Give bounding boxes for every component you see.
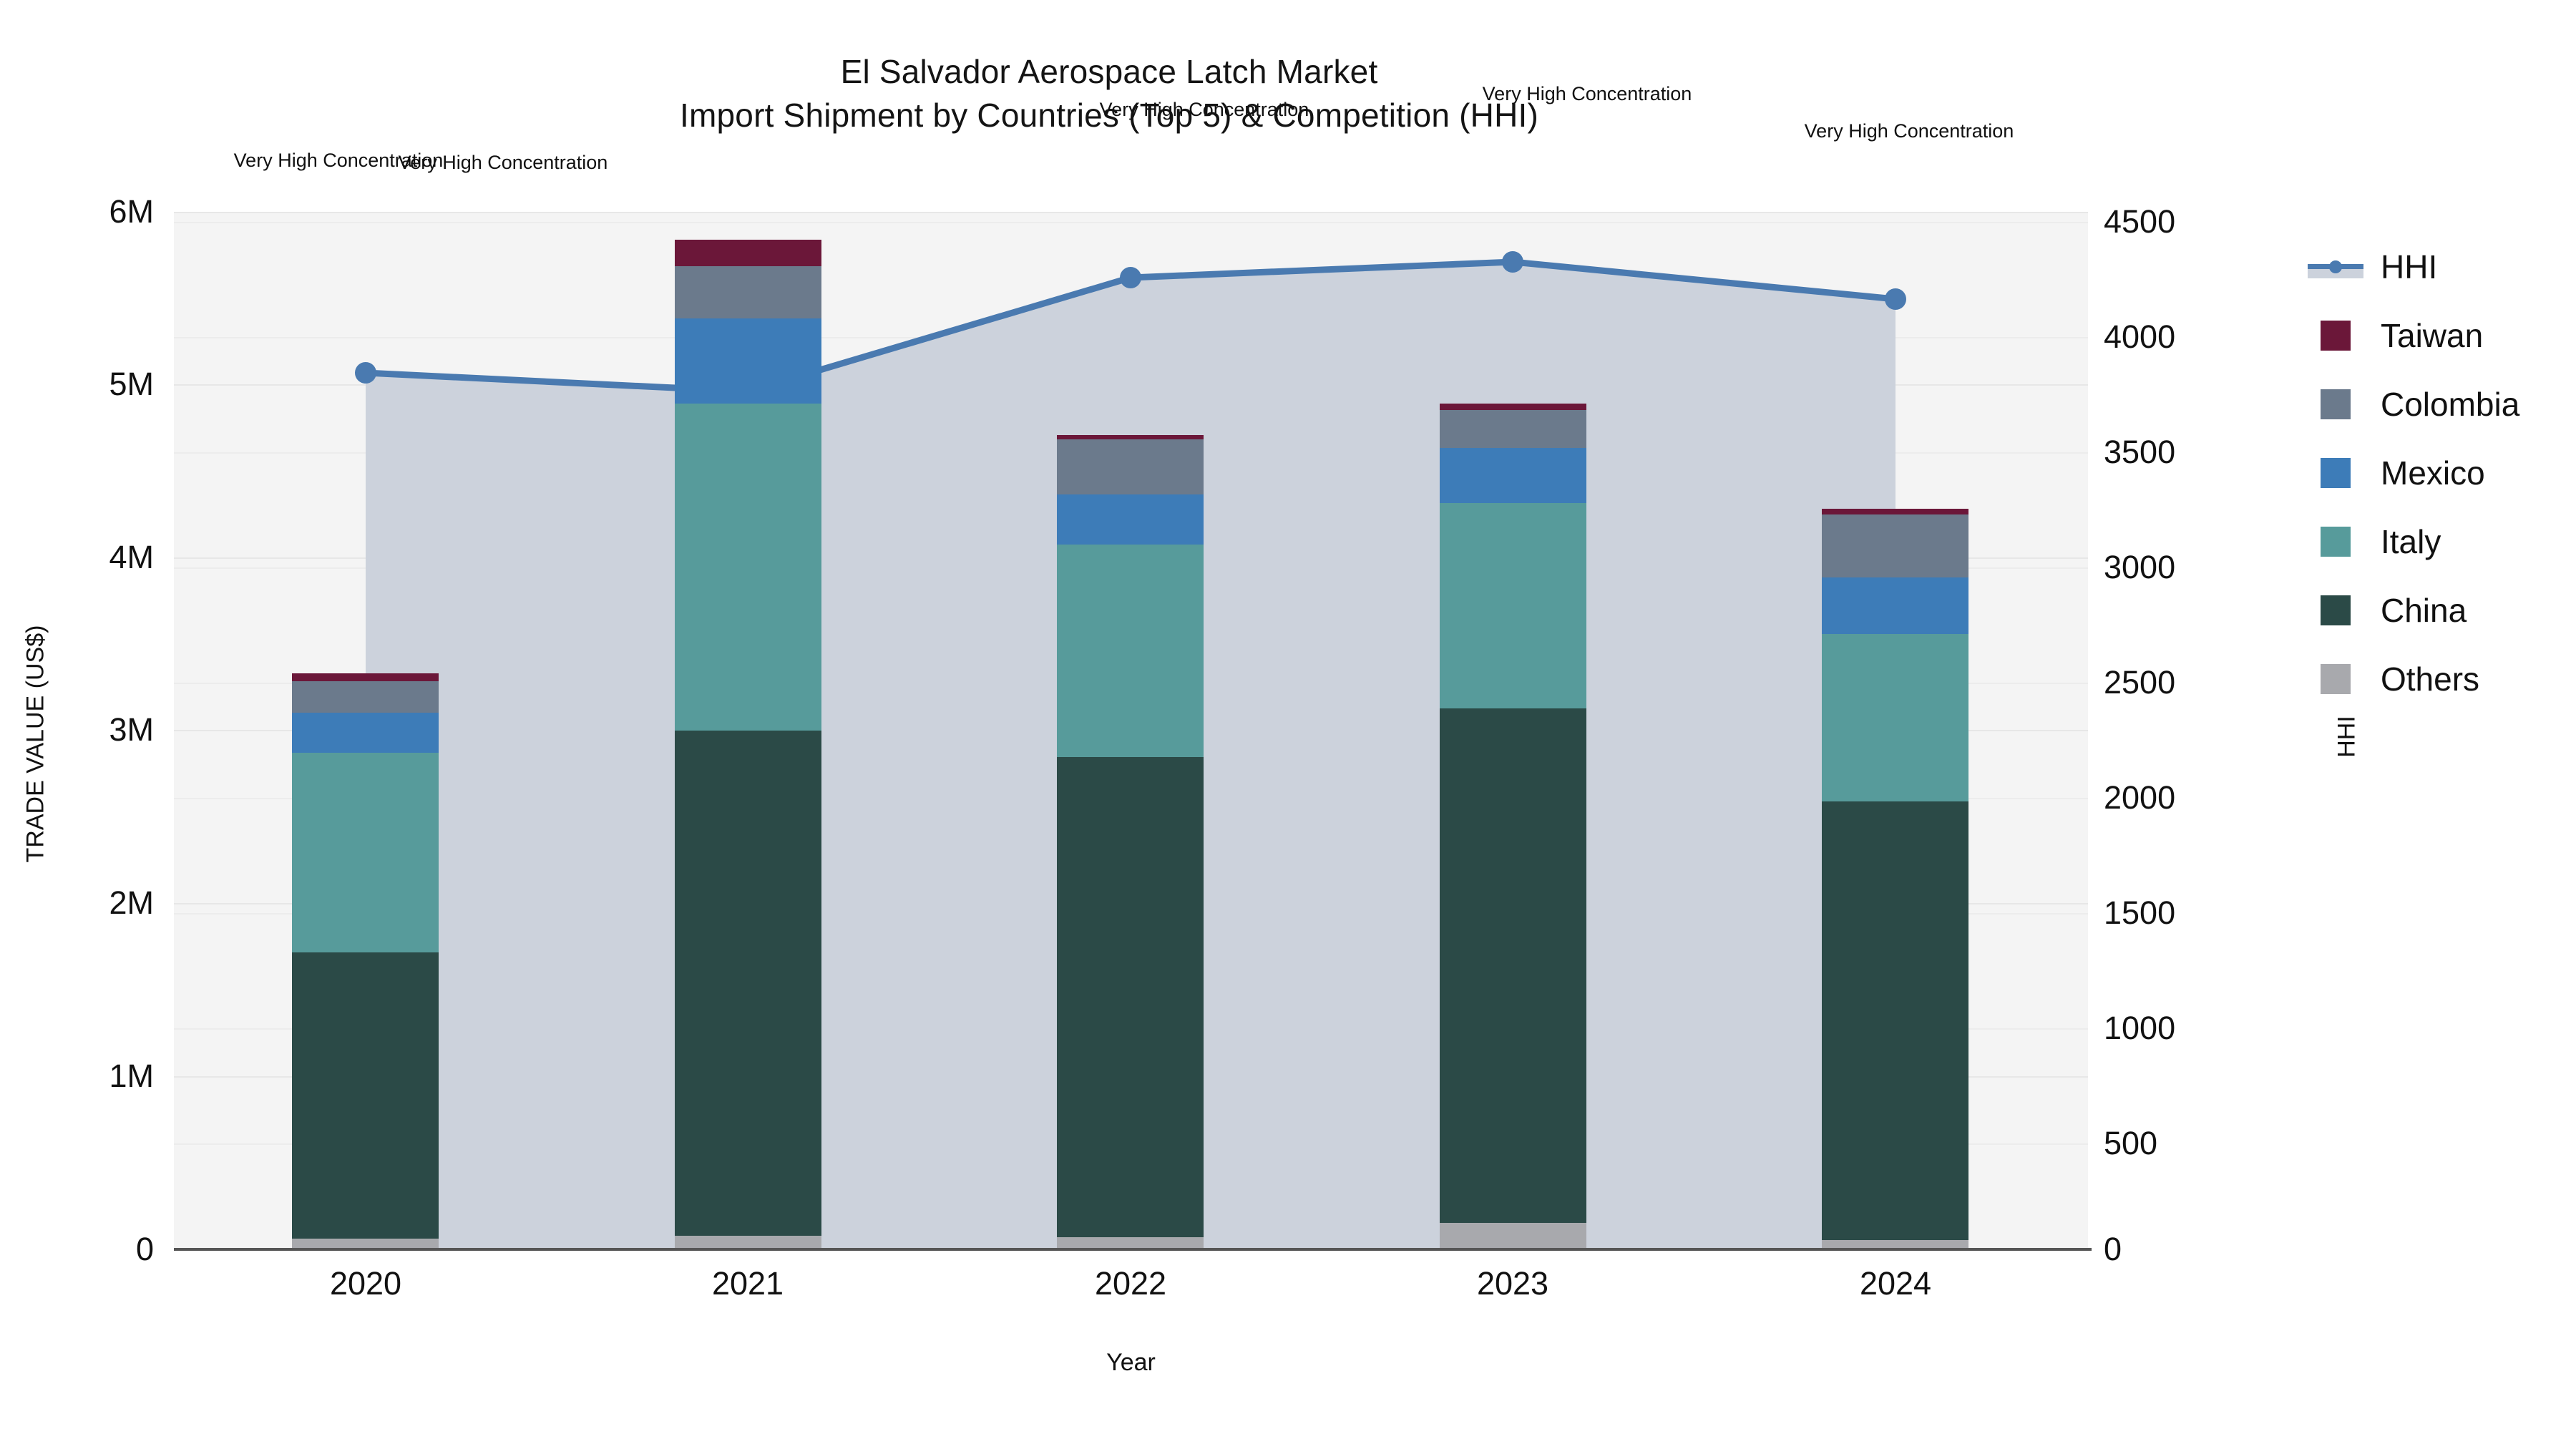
annotation-2022: Very High Concentration	[1099, 99, 1309, 120]
swatch-colombia-icon	[2321, 389, 2351, 419]
swatch-china-icon	[2321, 595, 2351, 625]
legend-item-taiwan[interactable]: Taiwan	[2308, 301, 2572, 370]
hhi-marker-2023	[1502, 251, 1523, 273]
ytick-right-4000: 4000	[2104, 318, 2176, 355]
annotation-2020: Very High Concentration	[233, 150, 444, 171]
x-axis-line	[174, 1248, 2092, 1251]
segment-colombia-2023	[1440, 410, 1586, 448]
segment-china-2021	[675, 731, 821, 1236]
segment-italy-2021	[675, 404, 821, 731]
title-line-2: Import Shipment by Countries (Top 5) & C…	[680, 96, 1538, 134]
segment-italy-2022	[1057, 545, 1204, 757]
ytick-left-3m: 3M	[109, 711, 154, 748]
xtick-2020: 2020	[329, 1265, 402, 1302]
legend-item-italy[interactable]: Italy	[2308, 507, 2572, 576]
legend-label-china: China	[2381, 592, 2467, 629]
ytick-left-4m: 4M	[109, 539, 154, 575]
ytick-left-6m: 6M	[109, 193, 154, 230]
bar-2023[interactable]	[1440, 404, 1586, 1249]
legend-item-mexico[interactable]: Mexico	[2308, 439, 2572, 507]
legend-item-others[interactable]: Others	[2308, 645, 2572, 713]
ytick-right-1000: 1000	[2104, 1010, 2176, 1046]
segment-others-2022	[1057, 1237, 1204, 1249]
legend-label-taiwan: Taiwan	[2381, 317, 2484, 354]
ytick-right-3000: 3000	[2104, 549, 2176, 585]
legend-label-others: Others	[2381, 660, 2480, 698]
legend-label-mexico: Mexico	[2381, 454, 2485, 492]
segment-italy-2020	[292, 753, 439, 952]
gridline-hhi-4500	[174, 222, 2088, 223]
segment-mexico-2022	[1057, 494, 1204, 545]
chart-legend: HHI Taiwan Colombia Mexico Italy China O…	[2308, 233, 2572, 713]
swatch-italy-icon	[2321, 527, 2351, 557]
annotation-2023: Very High Concentration	[1482, 83, 1692, 104]
ytick-left-0: 0	[135, 1231, 154, 1267]
segment-others-2023	[1440, 1223, 1586, 1249]
segment-taiwan-2022	[1057, 435, 1204, 439]
segment-mexico-2021	[675, 318, 821, 404]
segment-others-2024	[1822, 1240, 1968, 1249]
x-axis-title: Year	[1106, 1349, 1156, 1376]
bar-2022[interactable]	[1057, 435, 1204, 1249]
legend-label-hhi: HHI	[2381, 248, 2438, 286]
ytick-right-2500: 2500	[2104, 664, 2176, 701]
hhi-marker-2022	[1120, 267, 1141, 288]
segment-taiwan-2023	[1440, 404, 1586, 410]
segment-colombia-2024	[1822, 514, 1968, 577]
segment-china-2023	[1440, 708, 1586, 1223]
hhi-line-icon	[2308, 252, 2363, 282]
segment-colombia-2020	[292, 681, 439, 713]
segment-italy-2023	[1440, 503, 1586, 708]
segment-mexico-2024	[1822, 577, 1968, 634]
xtick-2021: 2021	[711, 1265, 784, 1302]
ytick-right-4500: 4500	[2104, 203, 2176, 240]
segment-italy-2024	[1822, 634, 1968, 801]
segment-china-2020	[292, 952, 439, 1239]
legend-label-italy: Italy	[2381, 523, 2441, 560]
hhi-marker-2020	[355, 362, 376, 384]
ytick-left-5m: 5M	[109, 366, 154, 402]
y-axis-left-title: TRADE VALUE (US$)	[21, 625, 49, 863]
xtick-2024: 2024	[1859, 1265, 1932, 1302]
ytick-right-3500: 3500	[2104, 434, 2176, 470]
annotation-2024: Very High Concentration	[1804, 120, 2014, 142]
legend-item-hhi[interactable]: HHI	[2308, 233, 2572, 301]
bar-2021[interactable]	[675, 240, 821, 1249]
segment-mexico-2020	[292, 713, 439, 753]
legend-item-colombia[interactable]: Colombia	[2308, 370, 2572, 439]
swatch-mexico-icon	[2321, 458, 2351, 488]
gridline-6m	[174, 212, 2088, 213]
legend-label-colombia: Colombia	[2381, 386, 2520, 423]
swatch-taiwan-icon	[2321, 321, 2351, 351]
segment-others-2021	[675, 1236, 821, 1249]
xtick-2023: 2023	[1476, 1265, 1549, 1302]
annotation-2021: Very High Concentration	[398, 152, 608, 173]
ytick-right-1500: 1500	[2104, 894, 2176, 931]
swatch-others-icon	[2321, 664, 2351, 694]
segment-taiwan-2021	[675, 240, 821, 266]
segment-china-2024	[1822, 801, 1968, 1240]
segment-china-2022	[1057, 757, 1204, 1237]
ytick-right-2000: 2000	[2104, 779, 2176, 816]
plot-area: Very High Concentration Very High Concen…	[174, 83, 2088, 1249]
ytick-left-2m: 2M	[109, 884, 154, 921]
segment-taiwan-2020	[292, 673, 439, 681]
title-line-1: El Salvador Aerospace Latch Market	[840, 53, 1378, 90]
ytick-right-0: 0	[2104, 1231, 2122, 1267]
chart-title: El Salvador Aerospace Latch Market Impor…	[0, 50, 2218, 137]
bar-2020[interactable]	[292, 673, 439, 1249]
segment-colombia-2022	[1057, 439, 1204, 494]
segment-mexico-2023	[1440, 448, 1586, 503]
legend-item-china[interactable]: China	[2308, 576, 2572, 645]
ytick-left-1m: 1M	[109, 1058, 154, 1094]
xtick-2022: 2022	[1094, 1265, 1167, 1302]
bar-2024[interactable]	[1822, 509, 1968, 1249]
segment-colombia-2021	[675, 266, 821, 318]
ytick-right-500: 500	[2104, 1125, 2158, 1161]
segment-taiwan-2024	[1822, 509, 1968, 514]
segment-others-2020	[292, 1239, 439, 1249]
hhi-marker-2024	[1885, 288, 1906, 310]
